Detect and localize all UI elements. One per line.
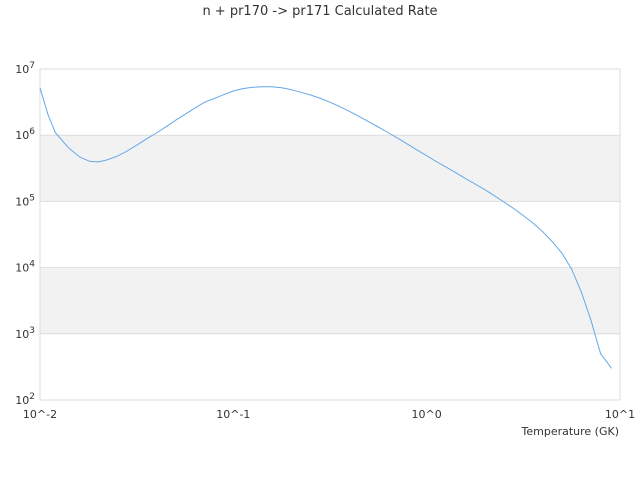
x-tick-label: 10^-1 — [216, 408, 250, 421]
y-tick-label: 105 — [15, 193, 35, 208]
series-layer — [39, 86, 612, 369]
x-axis-title: Temperature (GK) — [521, 425, 620, 438]
x-axis-ticks: 10^-2 10^-1 10^0 10^1 — [23, 408, 635, 421]
y-tick-label: 104 — [15, 260, 35, 275]
chart-title: n + pr170 -> pr171 Calculated Rate — [202, 4, 438, 19]
grid-band — [40, 267, 620, 334]
plot-frame — [39, 68, 621, 401]
grid-bands — [40, 135, 620, 334]
y-tick-label: 103 — [15, 326, 35, 341]
x-tick-label: 10^-2 — [23, 408, 57, 421]
series-line — [39, 86, 612, 369]
plot-border — [39, 68, 621, 401]
y-tick-label: 106 — [15, 127, 35, 142]
grid-band — [40, 135, 620, 202]
x-tick-label: 10^1 — [605, 408, 635, 421]
y-tick-label: 107 — [15, 61, 35, 76]
y-axis-ticks: 102 103 104 105 106 107 — [15, 61, 35, 407]
y-tick-label: 102 — [15, 392, 35, 407]
grid-lines — [40, 68, 620, 401]
x-tick-label: 10^0 — [412, 408, 442, 421]
